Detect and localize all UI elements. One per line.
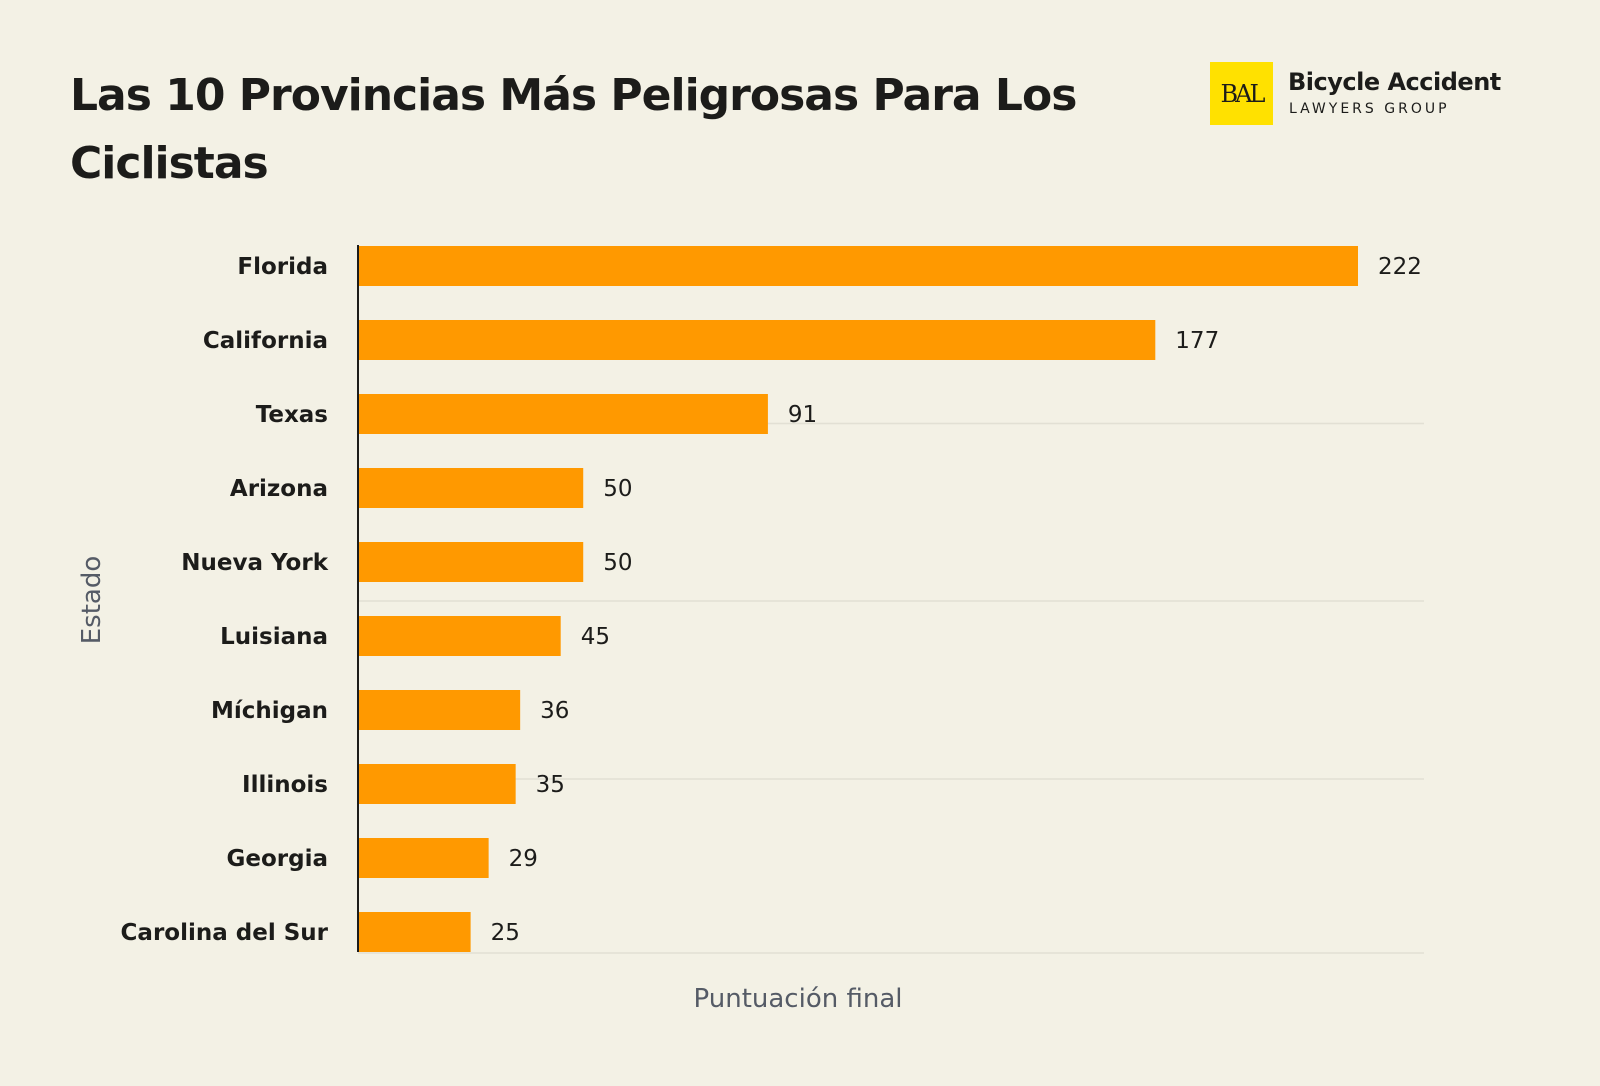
data-label: 25: [491, 920, 520, 946]
data-label: 35: [536, 772, 565, 798]
logo-line-1: Bicycle Accident: [1288, 68, 1501, 96]
category-label: Arizona: [230, 476, 328, 502]
category-label: Texas: [256, 402, 328, 428]
bar: [358, 542, 584, 582]
bar: [358, 468, 584, 508]
logo-mark: BAL: [1210, 62, 1273, 125]
bar: [358, 912, 471, 952]
chart-title: Las 10 Provincias Más Peligrosas Para Lo…: [70, 70, 1077, 189]
data-label: 45: [581, 624, 610, 650]
data-label: 222: [1378, 254, 1422, 280]
category-label: California: [203, 328, 328, 354]
data-label: 29: [509, 846, 538, 872]
data-label: 50: [603, 476, 632, 502]
bar: [358, 764, 516, 804]
data-label: 50: [603, 550, 632, 576]
bar: [358, 320, 1156, 360]
bar: [358, 690, 521, 730]
y-axis-label: Estado: [77, 556, 107, 645]
category-label: Luisiana: [220, 624, 328, 650]
logo-line-2: LAWYERS GROUP: [1289, 101, 1450, 117]
category-label: Illinois: [242, 772, 328, 798]
bar: [358, 394, 768, 434]
category-label: Nueva York: [181, 550, 328, 576]
bar: [358, 246, 1358, 286]
x-axis-label: Puntuación final: [694, 984, 903, 1014]
logo: BAL Bicycle Accident LAWYERS GROUP: [1210, 62, 1540, 126]
bar: [358, 838, 489, 878]
category-label: Carolina del Sur: [121, 920, 329, 946]
category-label: Míchigan: [211, 698, 328, 724]
data-label: 91: [788, 402, 817, 428]
data-label: 177: [1175, 328, 1219, 354]
category-label: Florida: [237, 254, 328, 280]
bar: [358, 616, 561, 656]
category-label: Georgia: [227, 846, 329, 872]
data-label: 36: [540, 698, 569, 724]
